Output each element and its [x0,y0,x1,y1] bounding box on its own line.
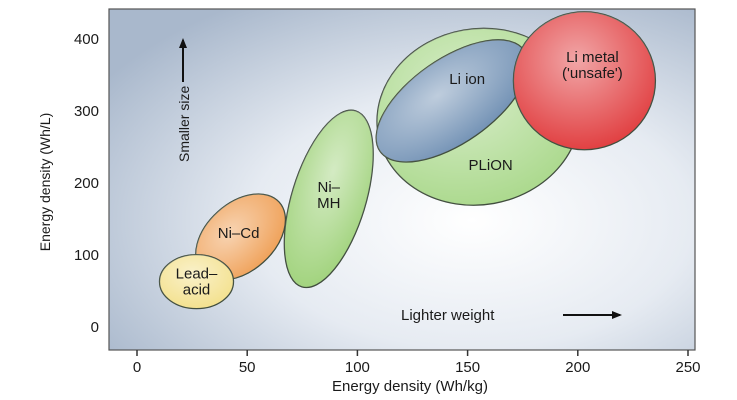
y-tick-label: 0 [91,319,99,336]
region-highlight [195,193,286,281]
region-label: Ni– [317,179,340,196]
region-highlight [159,254,234,309]
region-label: acid [183,282,211,299]
region-lead-acid [158,253,235,310]
region-label: Ni–Cd [218,225,260,242]
region-highlight [284,110,374,288]
y-tick-label: 400 [74,31,99,48]
region-label: Lead– [176,266,218,283]
region-label: PLiON [469,157,513,174]
x-tick-label: 0 [133,359,141,376]
region-ni-cd [195,193,287,281]
region-label: ('unsafe') [562,65,623,82]
x-tick-label: 50 [239,359,256,376]
x-tick-label: 200 [565,359,590,376]
region-highlight [513,11,656,150]
x-tick-label: 100 [345,359,370,376]
y-tick-label: 100 [74,247,99,264]
x-axis-label: Energy density (Wh/kg) [332,378,488,395]
x-tick-label: 150 [455,359,480,376]
region-label: Li metal [566,49,619,66]
region-label: Li ion [449,71,485,88]
lighter-weight-annotation: Lighter weight [401,307,495,324]
region-label: MH [317,195,340,212]
region-highlight [376,39,529,163]
y-tick-label: 200 [74,175,99,192]
y-tick-label: 300 [74,103,99,120]
region-ni-mh [283,109,374,289]
y-axis-label: Energy density (Wh/L) [37,113,53,252]
region-li-metal [512,11,657,151]
x-tick-label: 250 [675,359,700,376]
smaller-size-annotation: Smaller size [176,86,192,162]
